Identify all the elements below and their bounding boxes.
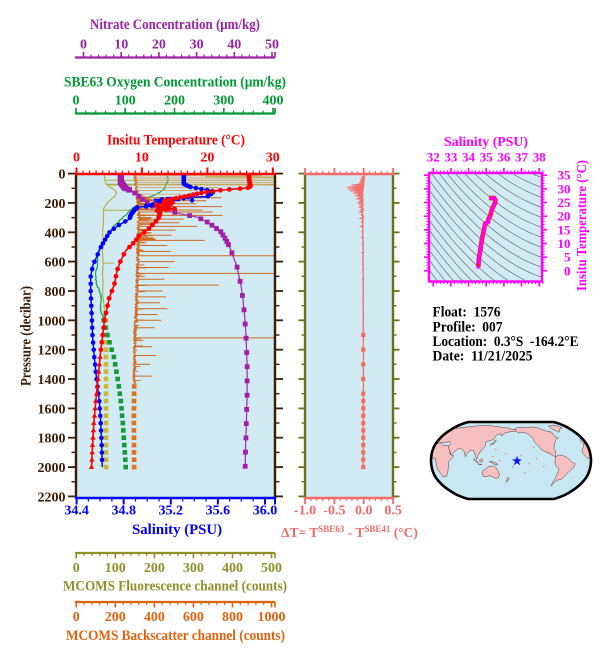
- svg-text:Insitu Temperature (°C): Insitu Temperature (°C): [575, 160, 590, 291]
- svg-text:Date: 11/21/2025: Date: 11/21/2025: [433, 349, 533, 365]
- svg-text:0.5: 0.5: [384, 504, 402, 519]
- svg-text:32: 32: [427, 150, 440, 165]
- svg-text:ΔT= TSBE63 - TSBE41 (°C): ΔT= TSBE63 - TSBE41 (°C): [281, 524, 418, 540]
- svg-text:0: 0: [73, 94, 80, 109]
- svg-text:600: 600: [45, 256, 66, 271]
- svg-text:MCOMS Fluorescence channel (co: MCOMS Fluorescence channel (counts): [63, 579, 287, 595]
- svg-text:200: 200: [144, 561, 165, 576]
- svg-text:10: 10: [114, 38, 128, 53]
- svg-text:Salinity (PSU): Salinity (PSU): [132, 522, 222, 538]
- svg-text:Pressure (decibar): Pressure (decibar): [19, 286, 35, 386]
- svg-text:1000: 1000: [38, 314, 66, 329]
- svg-text:SBE63 Oxygen Concentration (μm: SBE63 Oxygen Concentration (μm/kg): [64, 75, 286, 91]
- svg-text:38: 38: [533, 150, 547, 165]
- svg-text:20: 20: [152, 38, 166, 53]
- svg-text:400: 400: [45, 226, 66, 241]
- svg-text:800: 800: [222, 610, 243, 625]
- svg-text:0: 0: [73, 610, 80, 625]
- svg-text:2200: 2200: [38, 490, 66, 505]
- svg-text:40: 40: [227, 38, 241, 53]
- svg-text:-0.5: -0.5: [323, 504, 345, 519]
- svg-text:2000: 2000: [38, 461, 66, 476]
- svg-text:36.0: 36.0: [253, 504, 278, 519]
- svg-text:500: 500: [261, 561, 282, 576]
- svg-text:34.4: 34.4: [64, 504, 89, 519]
- svg-text:1200: 1200: [38, 344, 66, 359]
- svg-text:1000: 1000: [258, 610, 286, 625]
- svg-text:5: 5: [564, 250, 571, 265]
- svg-text:Salinity (PSU): Salinity (PSU): [444, 135, 528, 150]
- svg-text:0: 0: [564, 263, 571, 278]
- svg-text:100: 100: [105, 561, 126, 576]
- svg-text:0: 0: [73, 151, 80, 166]
- svg-text:33: 33: [444, 150, 458, 165]
- svg-text:200: 200: [105, 610, 126, 625]
- svg-text:300: 300: [183, 561, 204, 576]
- svg-text:Profile: 007: Profile: 007: [433, 320, 503, 336]
- svg-text:35: 35: [480, 150, 494, 165]
- svg-text:1600: 1600: [38, 402, 66, 417]
- svg-text:35.2: 35.2: [159, 504, 184, 519]
- svg-text:20: 20: [200, 151, 214, 166]
- svg-text:100: 100: [115, 94, 136, 109]
- svg-text:15: 15: [558, 222, 572, 237]
- svg-text:300: 300: [213, 94, 234, 109]
- svg-text:Float: 1576: Float: 1576: [433, 305, 501, 321]
- svg-text:400: 400: [144, 610, 165, 625]
- svg-text:30: 30: [266, 151, 280, 166]
- svg-text:20: 20: [558, 209, 571, 224]
- svg-text:MCOMS Backscatter channel (cou: MCOMS Backscatter channel (counts): [66, 628, 285, 644]
- svg-text:1800: 1800: [38, 432, 66, 447]
- svg-text:Location: 0.3°S -164.2°E: Location: 0.3°S -164.2°E: [433, 334, 579, 350]
- svg-text:800: 800: [45, 285, 66, 300]
- svg-text:35: 35: [558, 168, 572, 183]
- svg-text:25: 25: [558, 195, 572, 210]
- svg-text:600: 600: [183, 610, 204, 625]
- svg-text:30: 30: [558, 181, 571, 196]
- svg-text:Insitu Temperature (°C): Insitu Temperature (°C): [107, 133, 245, 149]
- svg-text:400: 400: [222, 561, 243, 576]
- svg-text:10: 10: [135, 151, 149, 166]
- svg-text:200: 200: [45, 197, 66, 212]
- svg-text:10: 10: [558, 236, 571, 251]
- svg-text:34: 34: [462, 150, 476, 165]
- svg-text:400: 400: [263, 94, 284, 109]
- svg-text:30: 30: [190, 38, 204, 53]
- svg-text:0.0: 0.0: [355, 504, 373, 519]
- svg-text:36: 36: [497, 150, 511, 165]
- svg-text:Nitrate Concentration (μm/kg): Nitrate Concentration (μm/kg): [90, 17, 260, 33]
- svg-text:35.6: 35.6: [206, 504, 231, 519]
- svg-text:34.8: 34.8: [111, 504, 136, 519]
- svg-text:0: 0: [59, 168, 66, 183]
- svg-text:200: 200: [164, 94, 185, 109]
- svg-text:1400: 1400: [38, 373, 66, 388]
- svg-text:37: 37: [515, 150, 529, 165]
- svg-text:-1.0: -1.0: [294, 504, 316, 519]
- svg-text:50: 50: [265, 38, 279, 53]
- svg-text:0: 0: [73, 561, 80, 576]
- svg-text:0: 0: [80, 38, 87, 53]
